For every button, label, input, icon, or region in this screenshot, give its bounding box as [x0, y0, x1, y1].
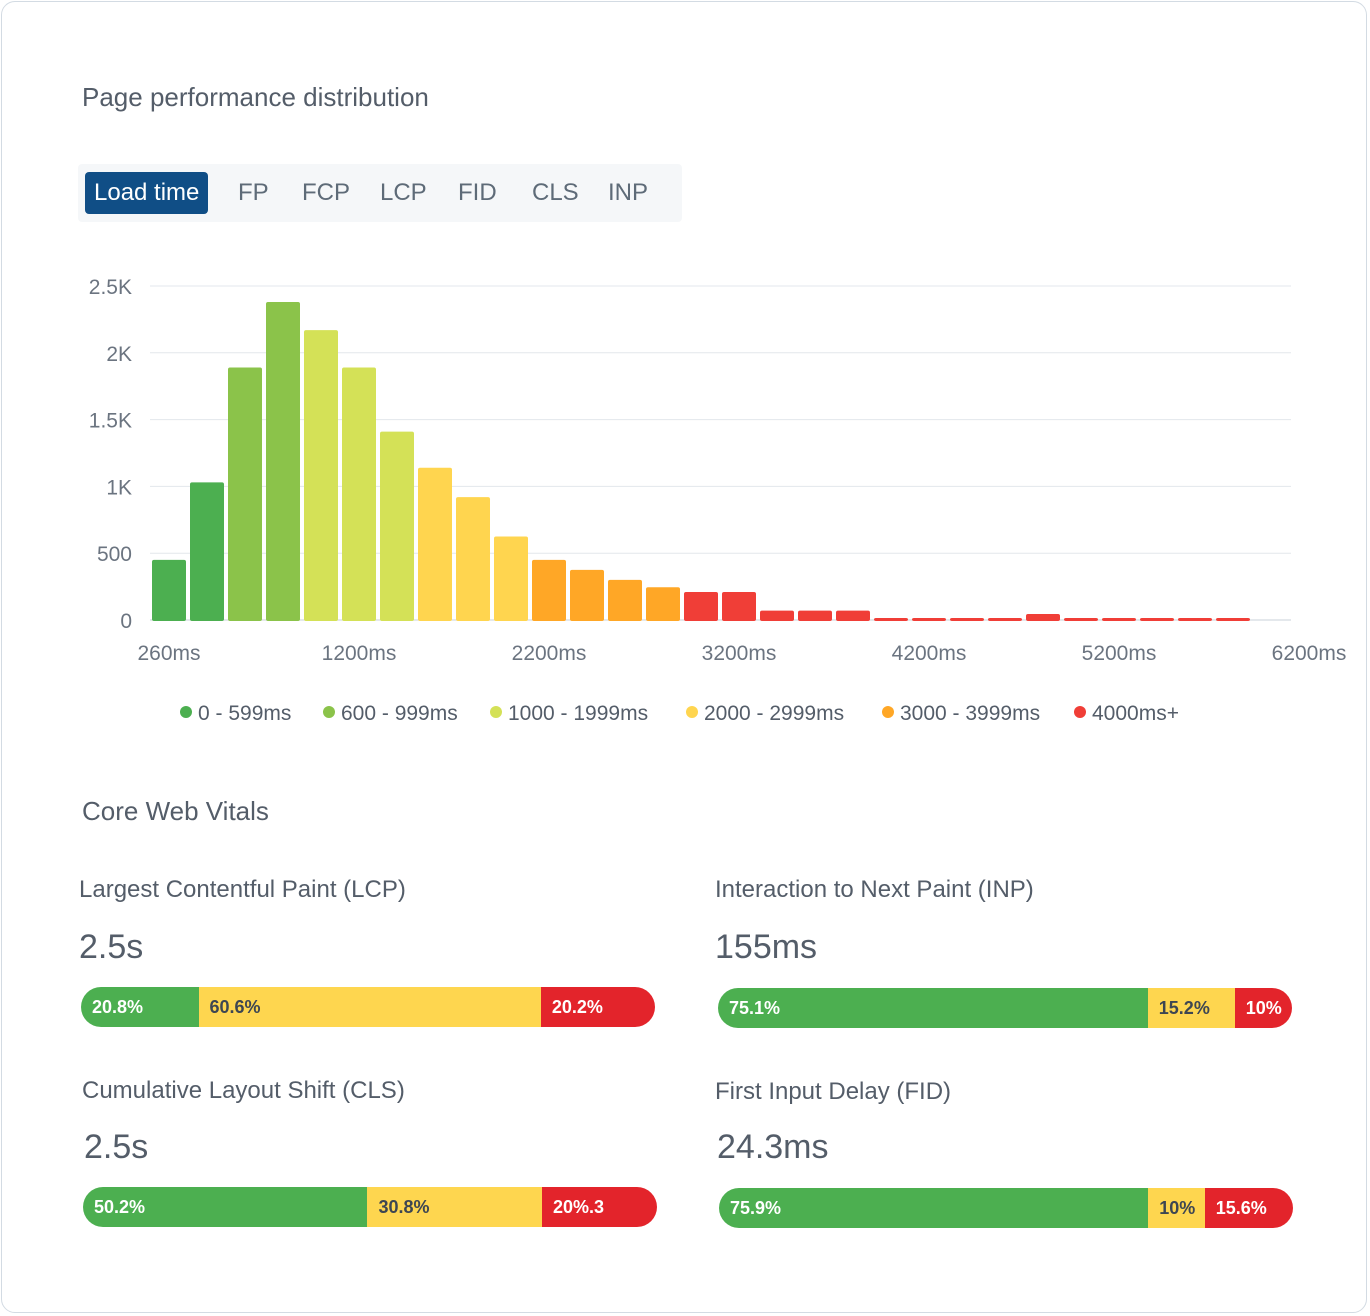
- cls-poor-segment: 20%.3: [541, 1187, 657, 1227]
- histogram-bar[interactable]: [304, 330, 338, 621]
- legend-item[interactable]: 600 - 999ms: [323, 702, 458, 725]
- y-tick-label: 0: [120, 610, 132, 633]
- metric-tabs: Load time FP FCP LCP FID CLS INP: [78, 164, 682, 222]
- legend-marker: [180, 706, 192, 718]
- legend-marker: [490, 706, 502, 718]
- cls-value: 2.5s: [84, 1128, 149, 1166]
- tab-fcp[interactable]: FCP: [302, 179, 350, 206]
- x-tick-label: 3200ms: [702, 642, 777, 665]
- histogram-bar[interactable]: [266, 302, 300, 621]
- legend-label: 2000 - 2999ms: [704, 702, 844, 725]
- inp-poor-segment: 10%: [1234, 988, 1292, 1028]
- inp-title: Interaction to Next Paint (INP): [715, 876, 1034, 903]
- x-tick-label: 2200ms: [512, 642, 587, 665]
- lcp-value: 2.5s: [79, 928, 144, 966]
- legend-label: 3000 - 3999ms: [900, 702, 1040, 725]
- x-tick-label: 4200ms: [892, 642, 967, 665]
- histogram-bar[interactable]: [532, 559, 566, 621]
- histogram-bar[interactable]: [684, 591, 718, 621]
- legend-label: 1000 - 1999ms: [508, 702, 648, 725]
- legend-marker: [1074, 706, 1086, 718]
- histogram-bar[interactable]: [722, 591, 756, 621]
- histogram-bar[interactable]: [798, 610, 832, 621]
- tab-load-time[interactable]: Load time: [85, 172, 209, 214]
- inp-needs-improvement-segment: 15.2%: [1147, 988, 1235, 1028]
- lcp-good-segment: 20.8%: [81, 987, 199, 1027]
- y-tick-label: 500: [97, 543, 132, 566]
- inp-distribution-bar: 75.1% 15.2% 10%: [718, 988, 1292, 1028]
- histogram-bar[interactable]: [570, 569, 604, 621]
- histogram-bar[interactable]: [1140, 617, 1174, 621]
- inp-good-segment: 75.1%: [718, 988, 1148, 1028]
- cls-title: Cumulative Layout Shift (CLS): [82, 1077, 405, 1104]
- tab-inp[interactable]: INP: [608, 179, 649, 206]
- histogram-bar[interactable]: [1064, 617, 1098, 621]
- histogram-bar[interactable]: [228, 367, 262, 621]
- histogram-bar[interactable]: [1216, 617, 1250, 621]
- lcp-needs-improvement-segment: 60.6%: [198, 987, 541, 1027]
- fid-poor-segment: 15.6%: [1204, 1188, 1293, 1228]
- histogram-bar[interactable]: [380, 431, 414, 621]
- histogram-bar[interactable]: [1026, 613, 1060, 621]
- tab-fp[interactable]: FP: [238, 179, 269, 206]
- histogram-bar[interactable]: [760, 610, 794, 621]
- legend-marker: [323, 706, 335, 718]
- lcp-distribution-bar: 20.8% 60.6% 20.2%: [81, 987, 655, 1027]
- legend-marker: [882, 706, 894, 718]
- core-web-vitals-title: Core Web Vitals: [82, 796, 269, 826]
- histogram-bar[interactable]: [342, 367, 376, 621]
- legend-label: 0 - 599ms: [198, 702, 291, 725]
- histogram-bar[interactable]: [1102, 617, 1136, 621]
- tab-fid[interactable]: FID: [458, 179, 497, 206]
- lcp-poor-segment: 20.2%: [540, 987, 655, 1027]
- histogram-bar[interactable]: [950, 617, 984, 621]
- legend-item[interactable]: 4000ms+: [1074, 702, 1179, 725]
- y-tick-label: 1.5K: [89, 410, 132, 433]
- inp-value: 155ms: [715, 928, 818, 966]
- x-tick-label: 1200ms: [322, 642, 397, 665]
- histogram-bar[interactable]: [494, 536, 528, 622]
- histogram-bar[interactable]: [418, 467, 452, 621]
- histogram-bar[interactable]: [874, 617, 908, 621]
- y-tick-label: 1K: [106, 476, 132, 499]
- fid-distribution-bar: 75.9% 10% 15.6%: [719, 1188, 1293, 1228]
- histogram-bar[interactable]: [836, 610, 870, 621]
- histogram-bar[interactable]: [912, 617, 946, 621]
- histogram-bar[interactable]: [988, 617, 1022, 621]
- fid-title: First Input Delay (FID): [715, 1078, 952, 1105]
- fid-value: 24.3ms: [717, 1128, 829, 1166]
- y-tick-label: 2K: [106, 343, 132, 366]
- tab-lcp[interactable]: LCP: [380, 179, 427, 206]
- legend-item[interactable]: 1000 - 1999ms: [490, 702, 648, 725]
- cls-distribution-bar: 50.2% 30.8% 20%.3: [83, 1187, 657, 1227]
- x-tick-label: 260ms: [137, 642, 200, 665]
- histogram-bar[interactable]: [456, 497, 490, 621]
- page-title: Page performance distribution: [82, 82, 429, 112]
- y-tick-label: 2.5K: [89, 276, 132, 299]
- legend-label: 4000ms+: [1092, 702, 1179, 725]
- x-tick-label: 5200ms: [1082, 642, 1157, 665]
- histogram-bar[interactable]: [190, 482, 224, 621]
- legend-item[interactable]: 2000 - 2999ms: [686, 702, 844, 725]
- legend-item[interactable]: 0 - 599ms: [180, 702, 291, 725]
- x-tick-label: 6200ms: [1272, 642, 1347, 665]
- histogram-bar[interactable]: [152, 559, 186, 621]
- cls-good-segment: 50.2%: [83, 1187, 368, 1227]
- legend-marker: [686, 706, 698, 718]
- fid-good-segment: 75.9%: [719, 1188, 1149, 1228]
- histogram-bar[interactable]: [608, 579, 642, 621]
- legend-item[interactable]: 3000 - 3999ms: [882, 702, 1040, 725]
- fid-needs-improvement-segment: 10%: [1148, 1188, 1205, 1228]
- cls-needs-improvement-segment: 30.8%: [367, 1187, 542, 1227]
- tab-cls[interactable]: CLS: [532, 179, 579, 206]
- histogram-bar[interactable]: [1178, 617, 1212, 621]
- histogram-bar[interactable]: [646, 587, 680, 621]
- load-time-histogram: 0 500 1K 1.5K 2K 2.5K 260ms 1200ms 2200ms 3200ms 4…: [89, 276, 1347, 725]
- lcp-title: Largest Contentful Paint (LCP): [79, 876, 406, 903]
- legend-label: 600 - 999ms: [341, 702, 458, 725]
